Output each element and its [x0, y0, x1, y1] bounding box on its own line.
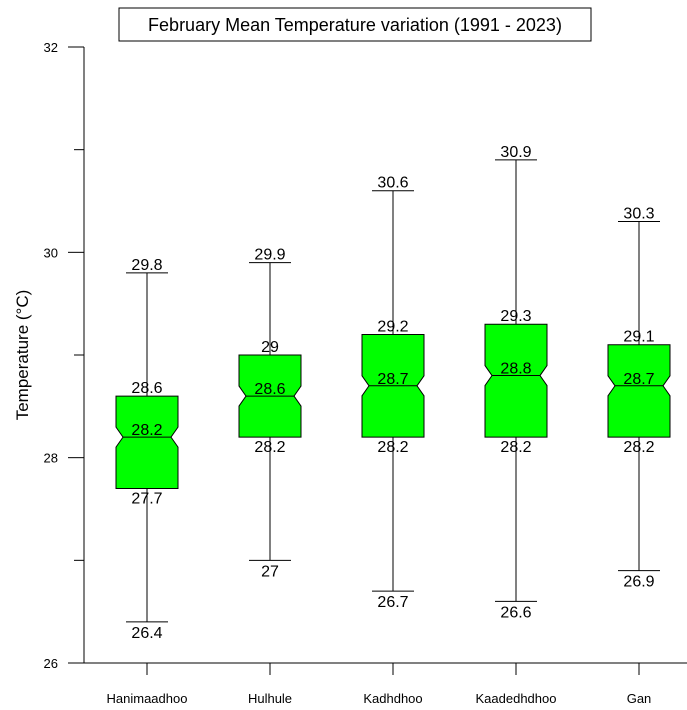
q3-label: 29 — [261, 339, 279, 356]
box-kaadedhdhoo: 30.9 29.3 28.8 28.2 26.6 — [484, 144, 548, 621]
chart-title-box — [118, 7, 592, 42]
q1-label: 28.2 — [254, 439, 285, 456]
box-gan: 30.3 29.1 28.7 28.2 26.9 — [607, 206, 671, 591]
y-axis-label: Temperature (°C) — [13, 290, 32, 421]
max-label: 30.3 — [623, 206, 654, 223]
min-label: 26.9 — [623, 574, 654, 591]
box-hanimaadhoo: 29.8 28.6 28.2 27.7 26.4 — [115, 257, 179, 642]
chart-title: February Mean Temperature variation (199… — [148, 15, 562, 35]
min-label: 26.6 — [500, 604, 531, 621]
median-label: 28.7 — [623, 371, 654, 388]
min-label: 26.7 — [377, 594, 408, 611]
y-tick-label: 30 — [44, 245, 58, 260]
q3-label: 29.1 — [623, 329, 654, 346]
min-label: 27 — [261, 563, 279, 580]
x-tick-label: Gan — [627, 691, 652, 706]
median-label: 28.2 — [131, 422, 162, 439]
median-label: 28.6 — [254, 381, 285, 398]
y-tick-label: 26 — [44, 656, 58, 671]
max-label: 30.6 — [377, 175, 408, 192]
q3-label: 28.6 — [131, 380, 162, 397]
iqr-box — [607, 344, 671, 438]
min-label: 26.4 — [131, 625, 162, 642]
x-tick-label: Hanimaadhoo — [107, 691, 188, 706]
q1-label: 27.7 — [131, 490, 162, 507]
axes: 26 28 30 32 Hanimaadhoo Hulhule Kadhdhoo Kaaded… — [44, 40, 687, 706]
q3-label: 29.3 — [500, 308, 531, 325]
q1-label: 28.2 — [377, 439, 408, 456]
iqr-box — [484, 323, 548, 438]
q1-label: 28.2 — [623, 439, 654, 456]
y-tick-label: 32 — [44, 40, 58, 55]
x-tick-label: Hulhule — [248, 691, 292, 706]
x-tick-label: Kadhdhoo — [363, 691, 422, 706]
y-tick-label: 28 — [44, 451, 58, 466]
plot-area: 29.8 28.6 28.2 27.7 26.4 29.9 29 28.6 28.2 27 30.6… — [115, 144, 671, 642]
iqr-box — [115, 395, 179, 489]
max-label: 29.8 — [131, 257, 162, 274]
x-tick-label: Kaadedhdhoo — [476, 691, 557, 706]
max-label: 29.9 — [254, 247, 285, 264]
max-label: 30.9 — [500, 144, 531, 161]
box-kadhdhoo: 30.6 29.2 28.7 28.2 26.7 — [361, 175, 425, 611]
box-hulhule: 29.9 29 28.6 28.2 27 — [238, 247, 302, 580]
q3-label: 29.2 — [377, 318, 408, 335]
q1-label: 28.2 — [500, 439, 531, 456]
median-label: 28.7 — [377, 371, 408, 388]
median-label: 28.8 — [500, 361, 531, 378]
